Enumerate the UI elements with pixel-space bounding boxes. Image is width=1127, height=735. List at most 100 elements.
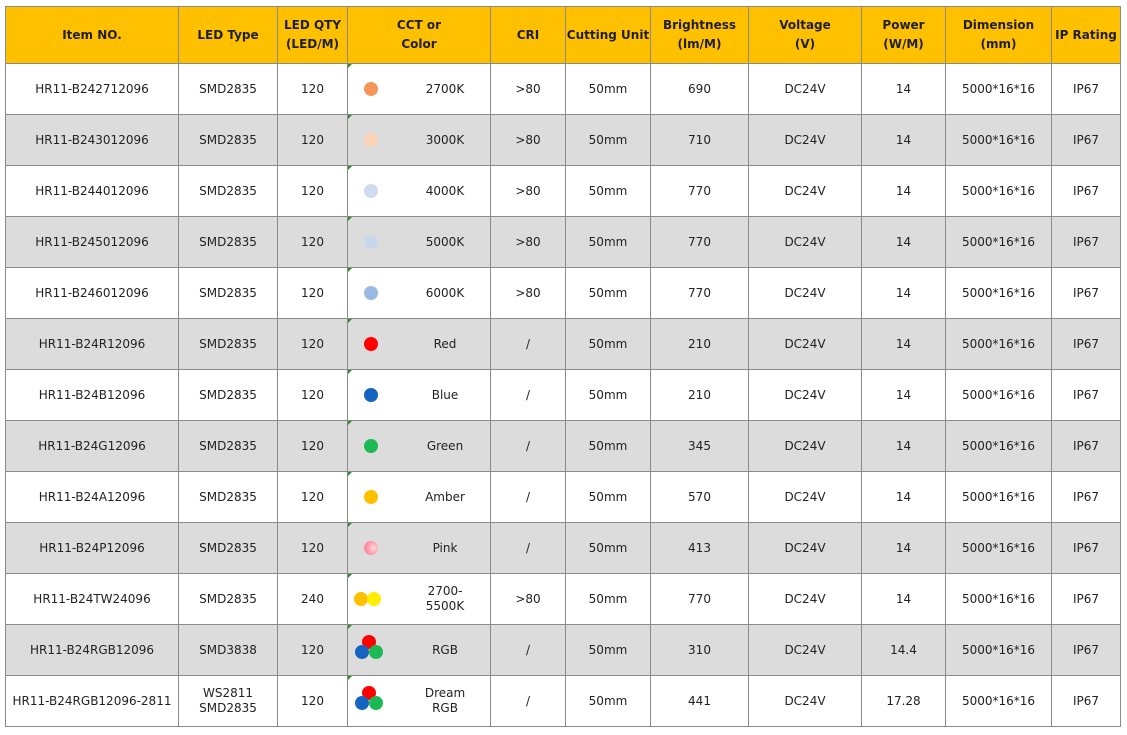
- power-cell: 14: [861, 573, 946, 625]
- power-cell: 14: [861, 318, 946, 370]
- item-no-cell: HR11-B24TW24096: [5, 573, 179, 625]
- cri-cell: >80: [490, 165, 566, 217]
- ip-rating-cell: IP67: [1051, 675, 1121, 727]
- led-qty-cell: 120: [277, 114, 348, 166]
- table-row: HR11-B24RGB12096-2811 WS2811 SMD2835 120 Dre…: [5, 675, 1121, 727]
- led-type-cell: SMD2835: [178, 522, 278, 574]
- led-type-cell: SMD2835: [178, 318, 278, 370]
- cutting-unit-cell: 50mm: [565, 318, 651, 370]
- voltage-cell: DC24V: [748, 369, 862, 421]
- color-label: Red: [433, 336, 457, 351]
- ip-rating-cell: IP67: [1051, 471, 1121, 523]
- power-cell: 17.28: [861, 675, 946, 727]
- cell-comment-marker: [348, 676, 352, 680]
- voltage-cell: DC24V: [748, 318, 862, 370]
- led-dot-icon: [364, 439, 378, 453]
- dimension-cell: 5000*16*16: [945, 369, 1052, 421]
- brightness-cell: 770: [650, 573, 749, 625]
- color-label: 2700-5500K: [425, 584, 465, 613]
- dimension-cell: 5000*16*16: [945, 114, 1052, 166]
- color-swatch: [348, 268, 412, 318]
- table-row: HR11-B243012096 SMD2835 120 3000K >80 50mm 710…: [5, 114, 1121, 166]
- color-swatch: [348, 370, 412, 420]
- brightness-cell: 210: [650, 318, 749, 370]
- cri-cell: >80: [490, 63, 566, 115]
- voltage-cell: DC24V: [748, 63, 862, 115]
- cutting-unit-cell: 50mm: [565, 63, 651, 115]
- cct-color-cell: Red: [347, 318, 491, 370]
- voltage-cell: DC24V: [748, 216, 862, 268]
- power-cell: 14: [861, 420, 946, 472]
- header-cri: CRI: [490, 6, 566, 64]
- color-swatch: [348, 217, 412, 267]
- power-cell: 14: [861, 471, 946, 523]
- ip-rating-cell: IP67: [1051, 522, 1121, 574]
- voltage-cell: DC24V: [748, 471, 862, 523]
- cct-color-cell: RGB: [347, 624, 491, 676]
- header-brightness: Brightness (lm/M): [650, 6, 749, 64]
- cell-comment-marker: [348, 472, 352, 476]
- ip-rating-cell: IP67: [1051, 216, 1121, 268]
- header-ip-rating: IP Rating: [1051, 6, 1121, 64]
- cri-cell: >80: [490, 267, 566, 319]
- cutting-unit-cell: 50mm: [565, 675, 651, 727]
- led-qty-cell: 120: [277, 522, 348, 574]
- dimension-cell: 5000*16*16: [945, 420, 1052, 472]
- item-no-cell: HR11-B24P12096: [5, 522, 179, 574]
- table-row: HR11-B242712096 SMD2835 120 2700K >80 50mm 690…: [5, 63, 1121, 115]
- dimension-cell: 5000*16*16: [945, 471, 1052, 523]
- item-no-cell: HR11-B243012096: [5, 114, 179, 166]
- led-qty-cell: 240: [277, 573, 348, 625]
- table-row: HR11-B244012096 SMD2835 120 4000K >80 50mm 770…: [5, 165, 1121, 217]
- led-type-cell: SMD2835: [178, 573, 278, 625]
- led-dot-icon: [364, 184, 378, 198]
- led-dot-icon: [364, 133, 378, 147]
- power-cell: 14: [861, 216, 946, 268]
- cutting-unit-cell: 50mm: [565, 165, 651, 217]
- brightness-cell: 570: [650, 471, 749, 523]
- color-label: Amber: [425, 489, 465, 504]
- dimension-cell: 5000*16*16: [945, 675, 1052, 727]
- led-dot-icon: [355, 696, 369, 710]
- header-cct-color: CCT or Color: [347, 6, 491, 64]
- power-cell: 14.4: [861, 624, 946, 676]
- header-voltage: Voltage (V): [748, 6, 862, 64]
- cri-cell: /: [490, 318, 566, 370]
- ip-rating-cell: IP67: [1051, 369, 1121, 421]
- led-qty-cell: 120: [277, 63, 348, 115]
- cell-comment-marker: [348, 166, 352, 170]
- cct-color-cell: Dream RGB: [347, 675, 491, 727]
- cell-comment-marker: [348, 115, 352, 119]
- led-dot-icon: [364, 490, 378, 504]
- color-swatch: [348, 64, 412, 114]
- color-swatch: [348, 676, 412, 726]
- cell-comment-marker: [348, 523, 352, 527]
- color-label: Green: [426, 438, 464, 453]
- item-no-cell: HR11-B24RGB12096: [5, 624, 179, 676]
- color-label: 6000K: [425, 285, 465, 300]
- table-row: HR11-B24R12096 SMD2835 120 Red /50mm 210 DC24V…: [5, 318, 1121, 370]
- cell-comment-marker: [348, 625, 352, 629]
- dimension-cell: 5000*16*16: [945, 267, 1052, 319]
- voltage-cell: DC24V: [748, 522, 862, 574]
- item-no-cell: HR11-B244012096: [5, 165, 179, 217]
- cutting-unit-cell: 50mm: [565, 369, 651, 421]
- brightness-cell: 413: [650, 522, 749, 574]
- voltage-cell: DC24V: [748, 165, 862, 217]
- brightness-cell: 770: [650, 216, 749, 268]
- led-dot-icon: [367, 592, 381, 606]
- color-label: Dream RGB: [424, 686, 466, 715]
- led-dot-icon: [364, 541, 378, 555]
- cutting-unit-cell: 50mm: [565, 624, 651, 676]
- led-dot-icon: [364, 235, 378, 249]
- item-no-cell: HR11-B246012096: [5, 267, 179, 319]
- header-dimension: Dimension (mm): [945, 6, 1052, 64]
- color-label: Pink: [432, 540, 458, 555]
- ip-rating-cell: IP67: [1051, 420, 1121, 472]
- led-type-cell: WS2811 SMD2835: [178, 675, 278, 727]
- led-qty-cell: 120: [277, 267, 348, 319]
- led-qty-cell: 120: [277, 675, 348, 727]
- brightness-cell: 770: [650, 267, 749, 319]
- cri-cell: >80: [490, 573, 566, 625]
- led-qty-cell: 120: [277, 624, 348, 676]
